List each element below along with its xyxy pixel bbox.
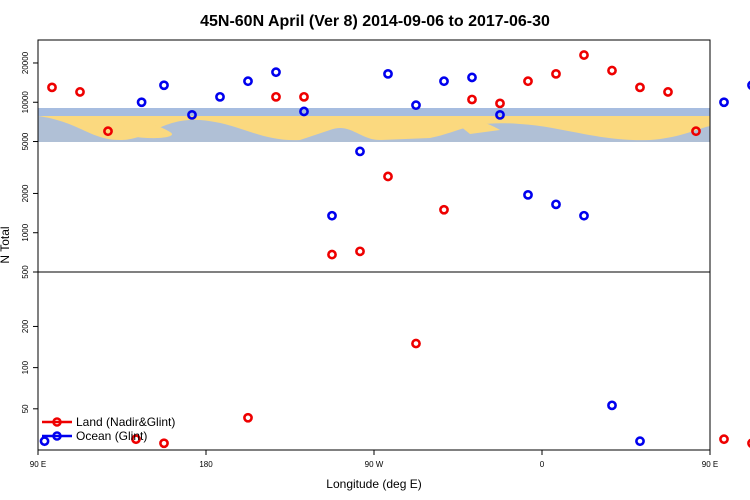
data-point-ocean bbox=[411, 100, 421, 111]
y-tick-label: 200 bbox=[21, 319, 30, 333]
data-point-land bbox=[75, 87, 85, 97]
data-point-land bbox=[747, 438, 750, 448]
data-point-land bbox=[103, 126, 113, 137]
data-point-land bbox=[299, 91, 309, 102]
y-tick-label: 20000 bbox=[21, 51, 30, 74]
data-point-land bbox=[607, 65, 617, 76]
data-point-land bbox=[495, 98, 505, 109]
y-tick-label: 50 bbox=[21, 404, 30, 413]
world-map-strip bbox=[38, 108, 710, 142]
data-point-land bbox=[439, 204, 449, 215]
legend: Land (Nadir&Glint) Ocean (Glint) bbox=[42, 415, 175, 443]
data-point-land bbox=[243, 412, 253, 423]
data-point-ocean bbox=[467, 72, 477, 83]
legend-label-ocean: Ocean (Glint) bbox=[76, 429, 147, 443]
data-point-ocean bbox=[495, 109, 505, 120]
x-tick-label: 0 bbox=[540, 460, 545, 469]
data-point-ocean bbox=[299, 106, 309, 117]
data-point-land bbox=[467, 94, 477, 105]
data-point-land bbox=[271, 91, 281, 102]
data-point-land bbox=[551, 68, 561, 79]
data-point-ocean bbox=[271, 67, 281, 78]
data-point-land bbox=[579, 50, 589, 60]
data-point-ocean bbox=[747, 80, 750, 90]
data-point-ocean bbox=[159, 80, 169, 91]
y-tick-label: 2000 bbox=[21, 184, 30, 202]
data-point-land bbox=[159, 438, 169, 449]
y-tick-label: 100 bbox=[21, 360, 30, 374]
data-point-land bbox=[719, 434, 729, 445]
data-point-ocean bbox=[136, 97, 147, 108]
data-point-ocean bbox=[439, 76, 449, 87]
data-point-ocean bbox=[243, 76, 253, 87]
data-point-land bbox=[635, 82, 645, 93]
legend-label-land: Land (Nadir&Glint) bbox=[76, 415, 175, 429]
x-tick-label: 90 E bbox=[702, 460, 718, 469]
x-tick-label: 90 E bbox=[30, 460, 46, 469]
data-point-ocean bbox=[187, 109, 197, 120]
y-axis-label: N Total bbox=[0, 226, 12, 263]
data-point-ocean bbox=[719, 97, 729, 108]
data-point-ocean bbox=[635, 436, 645, 447]
data-point-ocean bbox=[383, 68, 393, 79]
x-tick-label: 180 bbox=[199, 460, 213, 469]
data-point-land bbox=[523, 76, 533, 87]
y-tick-label: 1000 bbox=[21, 223, 30, 241]
data-point-land bbox=[47, 82, 57, 93]
chart-marks bbox=[39, 50, 750, 449]
data-point-land bbox=[355, 246, 365, 257]
x-axis-label: Longitude (deg E) bbox=[326, 477, 421, 491]
data-point-ocean bbox=[607, 400, 617, 411]
legend-marker-land bbox=[52, 417, 62, 427]
chart-title: 45N-60N April (Ver 8) 2014-09-06 to 2017… bbox=[200, 13, 550, 30]
data-point-ocean bbox=[215, 91, 225, 102]
data-point-ocean bbox=[523, 189, 533, 200]
data-point-ocean bbox=[39, 436, 50, 447]
data-point-land bbox=[327, 249, 337, 260]
data-point-land bbox=[691, 126, 701, 137]
x-tick-label: 90 W bbox=[365, 460, 384, 469]
y-tick-label: 5000 bbox=[21, 132, 30, 150]
data-point-ocean bbox=[579, 210, 589, 221]
data-point-ocean bbox=[327, 210, 337, 221]
data-point-ocean bbox=[551, 199, 561, 210]
data-point-land bbox=[383, 171, 393, 182]
data-point-land bbox=[663, 87, 673, 97]
y-tick-label: 10000 bbox=[21, 91, 30, 114]
data-point-land bbox=[131, 434, 141, 445]
axes: 90 E 180 90 W 0 90 E 500 1000 2000 5000 10000 2000… bbox=[21, 51, 718, 469]
y-tick-label: 500 bbox=[21, 265, 30, 279]
legend-marker-ocean bbox=[52, 431, 62, 441]
data-point-land bbox=[411, 338, 421, 349]
data-point-ocean bbox=[355, 146, 365, 157]
